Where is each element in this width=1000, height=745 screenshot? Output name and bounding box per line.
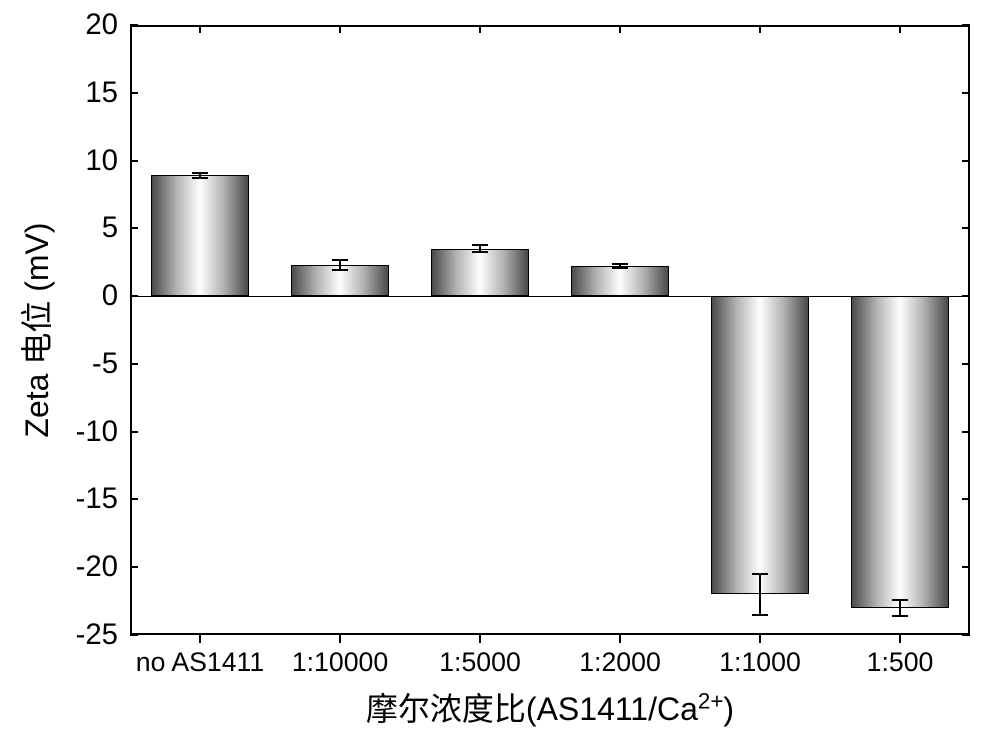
- y-tick-label: 20: [0, 8, 118, 42]
- error-bar-cap: [892, 615, 908, 617]
- y-tick: [130, 24, 138, 26]
- bar: [571, 266, 669, 296]
- y-tick: [130, 566, 138, 568]
- y-tick: [130, 634, 138, 636]
- x-tick-label: no AS1411: [136, 647, 264, 678]
- y-tick: [962, 92, 970, 94]
- bar: [151, 175, 249, 296]
- y-tick-label: -20: [0, 550, 118, 584]
- error-bar-cap: [752, 614, 768, 616]
- zero-line: [130, 296, 970, 297]
- error-bar-cap: [612, 267, 628, 269]
- x-tick: [479, 25, 481, 33]
- y-axis-label-text: Zeta 电位 (mV): [19, 222, 55, 437]
- error-bar-stem: [899, 600, 901, 616]
- error-bar-cap: [192, 172, 208, 174]
- bar: [851, 296, 949, 608]
- y-tick: [130, 92, 138, 94]
- x-tick: [759, 635, 761, 643]
- y-tick: [962, 634, 970, 636]
- y-tick-label: -25: [0, 618, 118, 652]
- y-tick: [130, 227, 138, 229]
- y-tick: [130, 363, 138, 365]
- x-tick: [339, 635, 341, 643]
- y-tick: [130, 498, 138, 500]
- y-axis-label: Zeta 电位 (mV): [12, 222, 58, 437]
- x-tick: [339, 25, 341, 33]
- y-tick: [130, 160, 138, 162]
- x-tick: [759, 25, 761, 33]
- x-tick: [619, 635, 621, 643]
- bar: [431, 249, 529, 296]
- x-tick-label: 1:500: [867, 647, 934, 678]
- y-tick: [962, 24, 970, 26]
- x-tick-label: 1:2000: [579, 647, 661, 678]
- y-tick-label: -5: [0, 347, 118, 381]
- y-tick: [962, 431, 970, 433]
- y-tick: [962, 566, 970, 568]
- error-bar-cap: [472, 251, 488, 253]
- y-tick-label: -10: [0, 415, 118, 449]
- error-bar-cap: [752, 573, 768, 575]
- plot-area: [130, 25, 970, 635]
- y-tick-label: 5: [0, 211, 118, 245]
- y-tick: [962, 160, 970, 162]
- error-bar-cap: [332, 259, 348, 261]
- x-tick-label: 1:1000: [719, 647, 801, 678]
- error-bar-cap: [892, 599, 908, 601]
- x-tick-label: 1:10000: [292, 647, 388, 678]
- x-tick: [619, 25, 621, 33]
- error-bar-cap: [192, 177, 208, 179]
- x-tick: [479, 635, 481, 643]
- y-tick-label: 10: [0, 144, 118, 178]
- x-tick: [899, 635, 901, 643]
- error-bar-cap: [612, 263, 628, 265]
- error-bar-cap: [472, 244, 488, 246]
- y-tick: [962, 498, 970, 500]
- x-tick: [199, 25, 201, 33]
- y-tick-label: 0: [0, 279, 118, 313]
- x-axis-label-prefix: 摩尔浓度比(AS1411/Ca: [366, 691, 698, 727]
- x-tick: [199, 635, 201, 643]
- bar: [711, 296, 809, 594]
- y-tick: [130, 431, 138, 433]
- error-bar-cap: [332, 269, 348, 271]
- x-axis-label: 摩尔浓度比(AS1411/Ca2+): [366, 684, 734, 730]
- y-tick-label: 15: [0, 76, 118, 110]
- x-axis-label-super: 2+: [698, 688, 724, 713]
- y-tick: [962, 363, 970, 365]
- y-tick-label: -15: [0, 482, 118, 516]
- x-tick-label: 1:5000: [439, 647, 521, 678]
- error-bar-stem: [759, 574, 761, 615]
- x-axis-label-suffix: ): [723, 691, 734, 727]
- y-tick: [962, 227, 970, 229]
- x-tick: [899, 25, 901, 33]
- zeta-potential-chart: Zeta 电位 (mV) 摩尔浓度比(AS1411/Ca2+) -25 -20 -1…: [0, 0, 1000, 745]
